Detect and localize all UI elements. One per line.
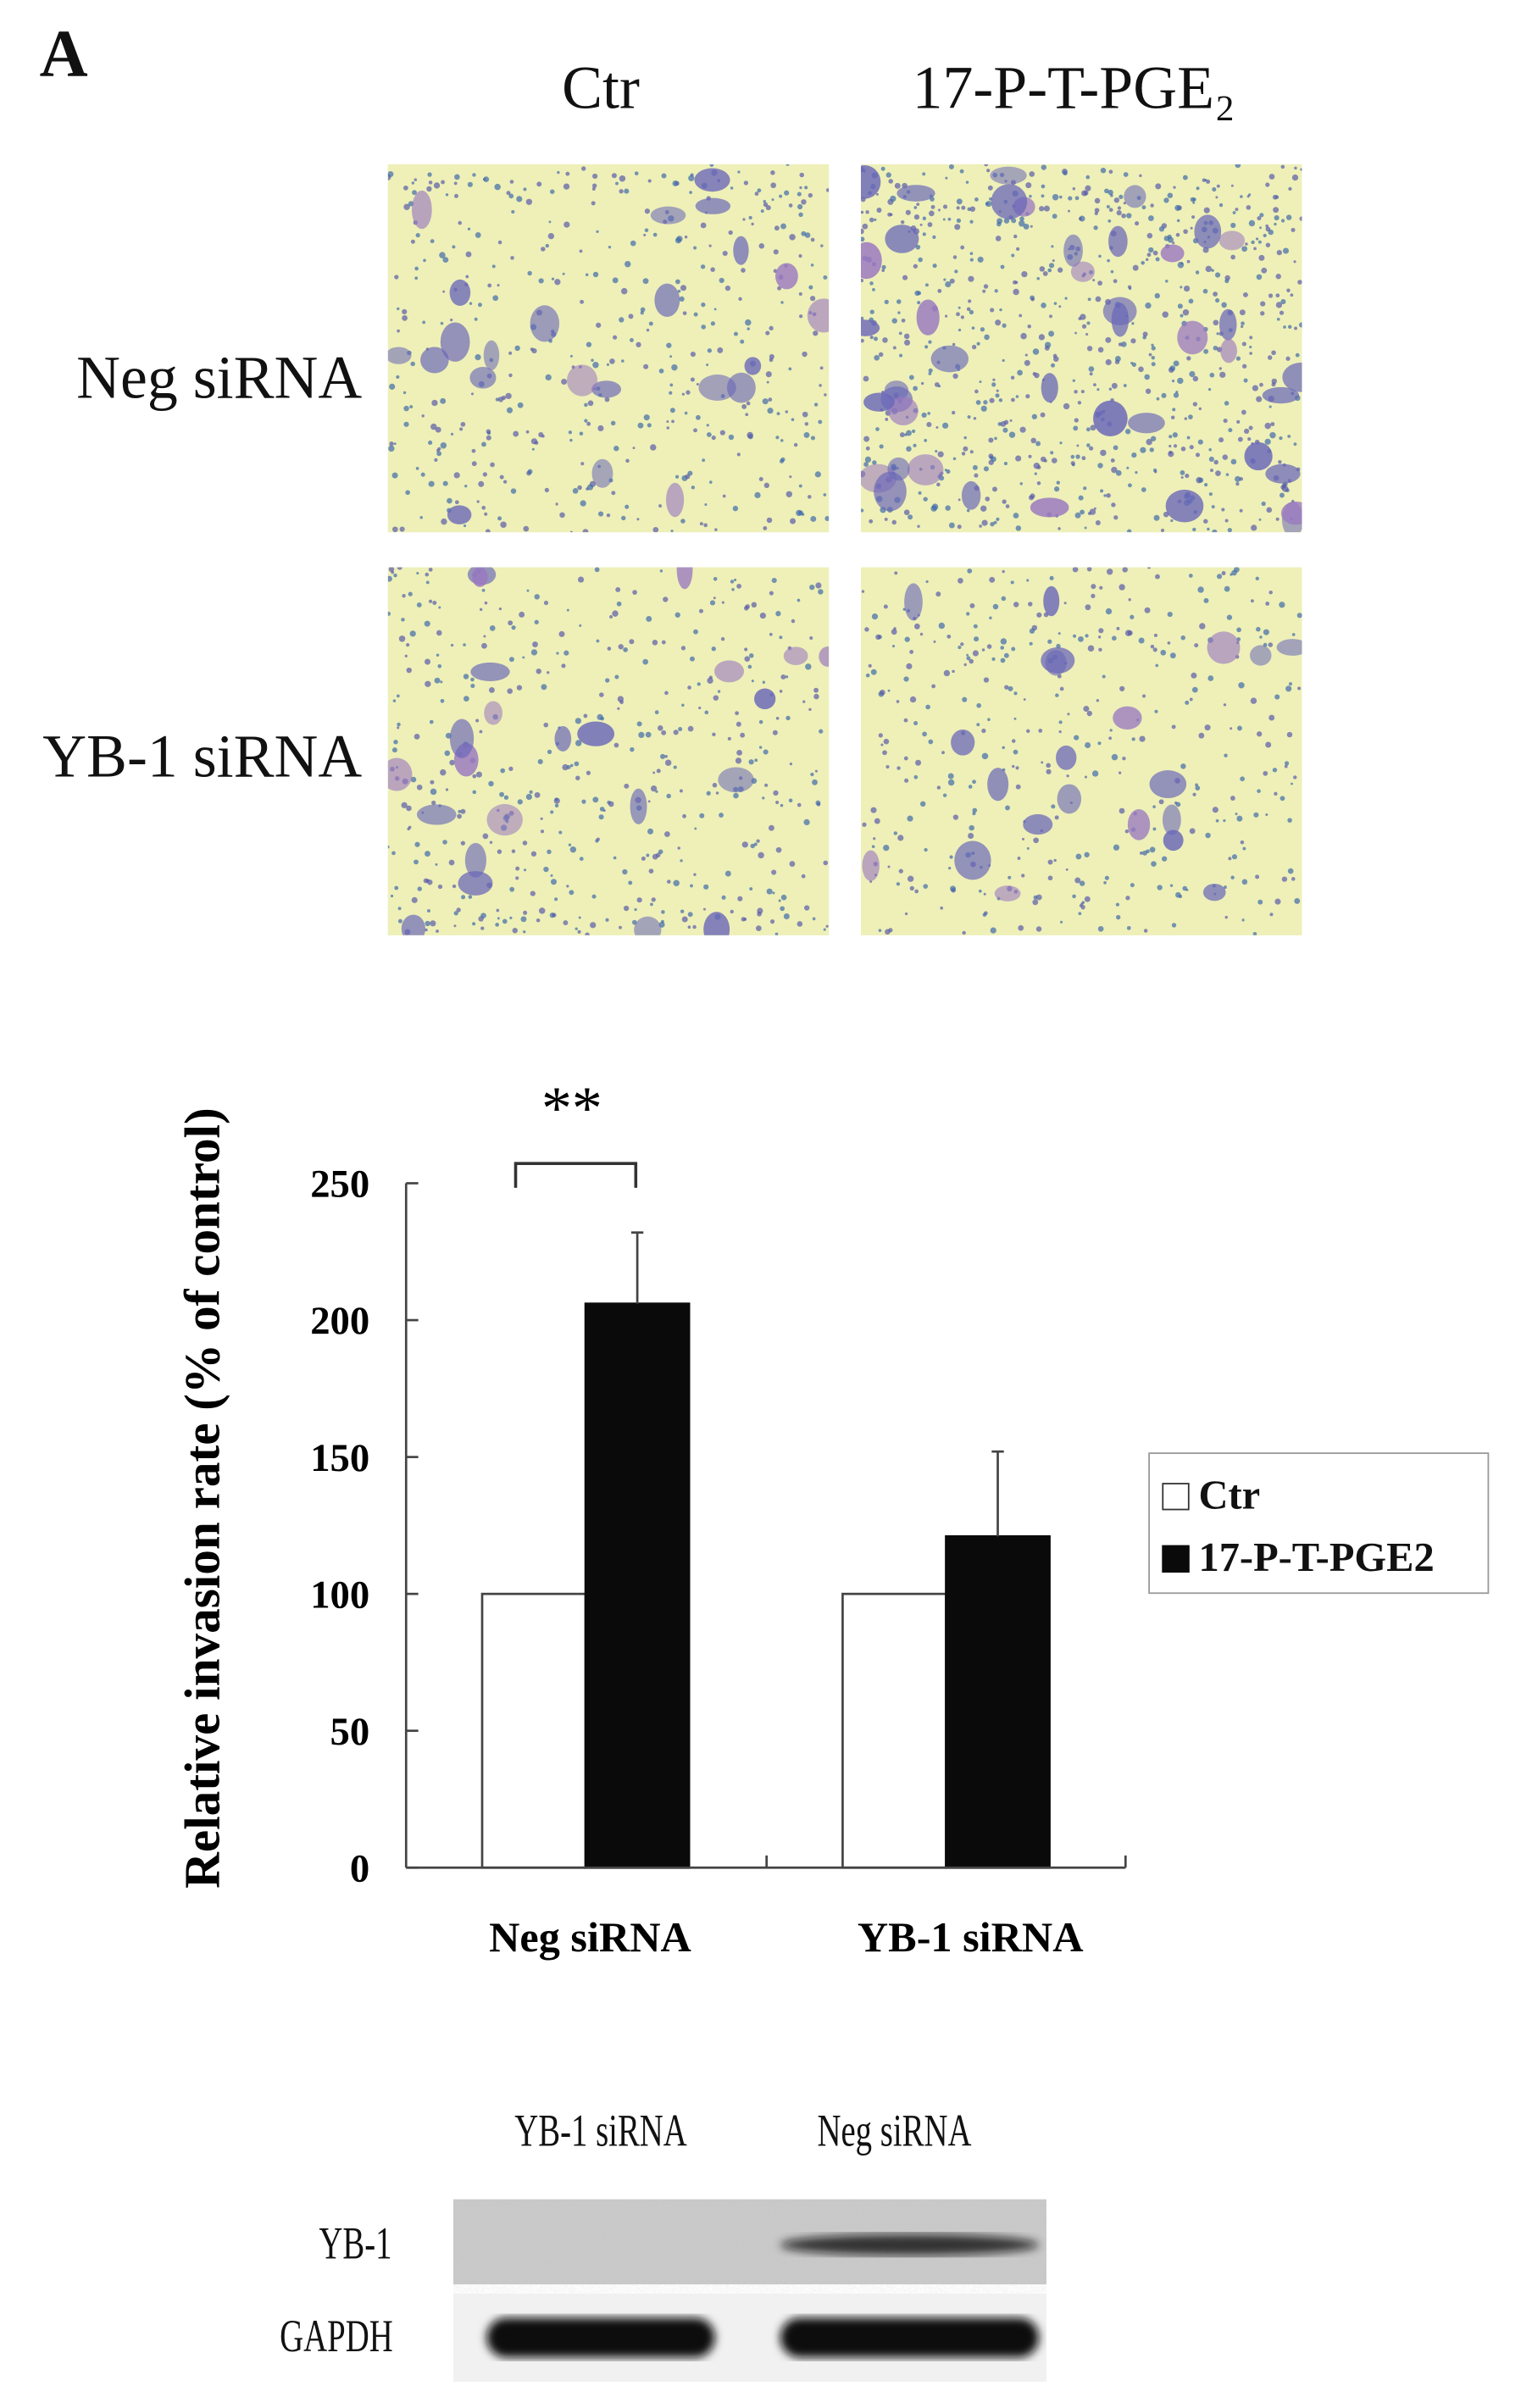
western-blot — [452, 2199, 1046, 2382]
column-header-ctr: Ctr — [562, 53, 640, 122]
micrograph-neg-ctr — [387, 164, 830, 533]
blot-band-gapdh — [486, 2317, 715, 2358]
bar-treated-1 — [945, 1534, 1051, 1869]
micrograph-yb1-ctr — [387, 567, 830, 935]
blot-band-yb1 — [780, 2233, 1039, 2255]
micrograph-image — [860, 164, 1302, 533]
bar-ctr-1 — [841, 1592, 947, 1869]
y-tick-label: 0 — [350, 1846, 369, 1890]
micrograph-image — [861, 567, 1302, 935]
y-axis-label: Relative invasion rate (% of control) — [174, 1107, 230, 1889]
row-header-yb1: YB-1 siRNA — [42, 721, 363, 791]
blot-lane-header: Neg siRNA — [817, 2106, 972, 2157]
y-tick-label: 200 — [310, 1299, 369, 1343]
significance-bracket — [513, 1162, 638, 1188]
bar-treated-0 — [584, 1302, 691, 1869]
x-tick-label: Neg siRNA — [489, 1913, 691, 1961]
row-header-neg: Neg siRNA — [76, 342, 363, 412]
legend-label: Ctr — [1198, 1472, 1261, 1518]
legend-item-ctr: Ctr — [1162, 1473, 1260, 1520]
y-tick-label: 150 — [310, 1436, 369, 1480]
legend-label: 17-P-T-PGE2 — [1198, 1534, 1435, 1581]
legend: Ctr 17-P-T-PGE2 — [1148, 1452, 1490, 1595]
micrograph-image — [387, 164, 830, 533]
legend-item-treated: 17-P-T-PGE2 — [1162, 1534, 1435, 1582]
blot-row-label-yb1: YB-1 — [319, 2218, 393, 2270]
micrograph-neg-treated — [860, 164, 1302, 533]
x-tick-label: YB-1 siRNA — [858, 1913, 1084, 1961]
significance-label: ** — [541, 1074, 602, 1142]
blot-lane-header: YB-1 siRNA — [514, 2106, 687, 2157]
bar-ctr-0 — [480, 1592, 587, 1869]
micrograph-yb1-treated — [860, 567, 1302, 935]
blot-band-gapdh — [780, 2317, 1039, 2358]
micrograph-image — [387, 567, 830, 935]
column-header-treated: 17-P-T-PGE₂ — [912, 53, 1235, 122]
legend-swatch-ctr — [1162, 1482, 1190, 1510]
legend-swatch-treated — [1162, 1544, 1190, 1573]
y-tick-label: 50 — [330, 1710, 370, 1754]
blot-row-label-gapdh: GAPDH — [279, 2311, 393, 2362]
panel-label: A — [39, 16, 88, 92]
y-tick-label: 100 — [310, 1573, 369, 1617]
y-tick-label: 250 — [310, 1162, 369, 1207]
